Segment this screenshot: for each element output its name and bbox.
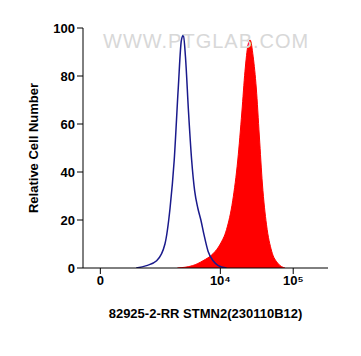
svg-text:0: 0	[97, 273, 104, 288]
html-text:WWW.PTGLAB.COM: WWW.PTGLAB.COM	[103, 30, 310, 52]
svg-text:82925-2-RR STMN2(230110B12): 82925-2-RR STMN2(230110B12)	[109, 306, 303, 321]
svg-text:40: 40	[61, 165, 75, 180]
svg-text:Relative Cell Number: Relative Cell Number	[26, 83, 41, 213]
svg-text:80: 80	[61, 69, 75, 84]
svg-text:10⁴: 10⁴	[210, 273, 231, 288]
svg-text:20: 20	[61, 213, 75, 228]
svg-text:100: 100	[53, 21, 75, 36]
svg-text:10⁵: 10⁵	[283, 273, 304, 288]
svg-text:60: 60	[61, 117, 75, 132]
svg-text:0: 0	[68, 261, 75, 276]
